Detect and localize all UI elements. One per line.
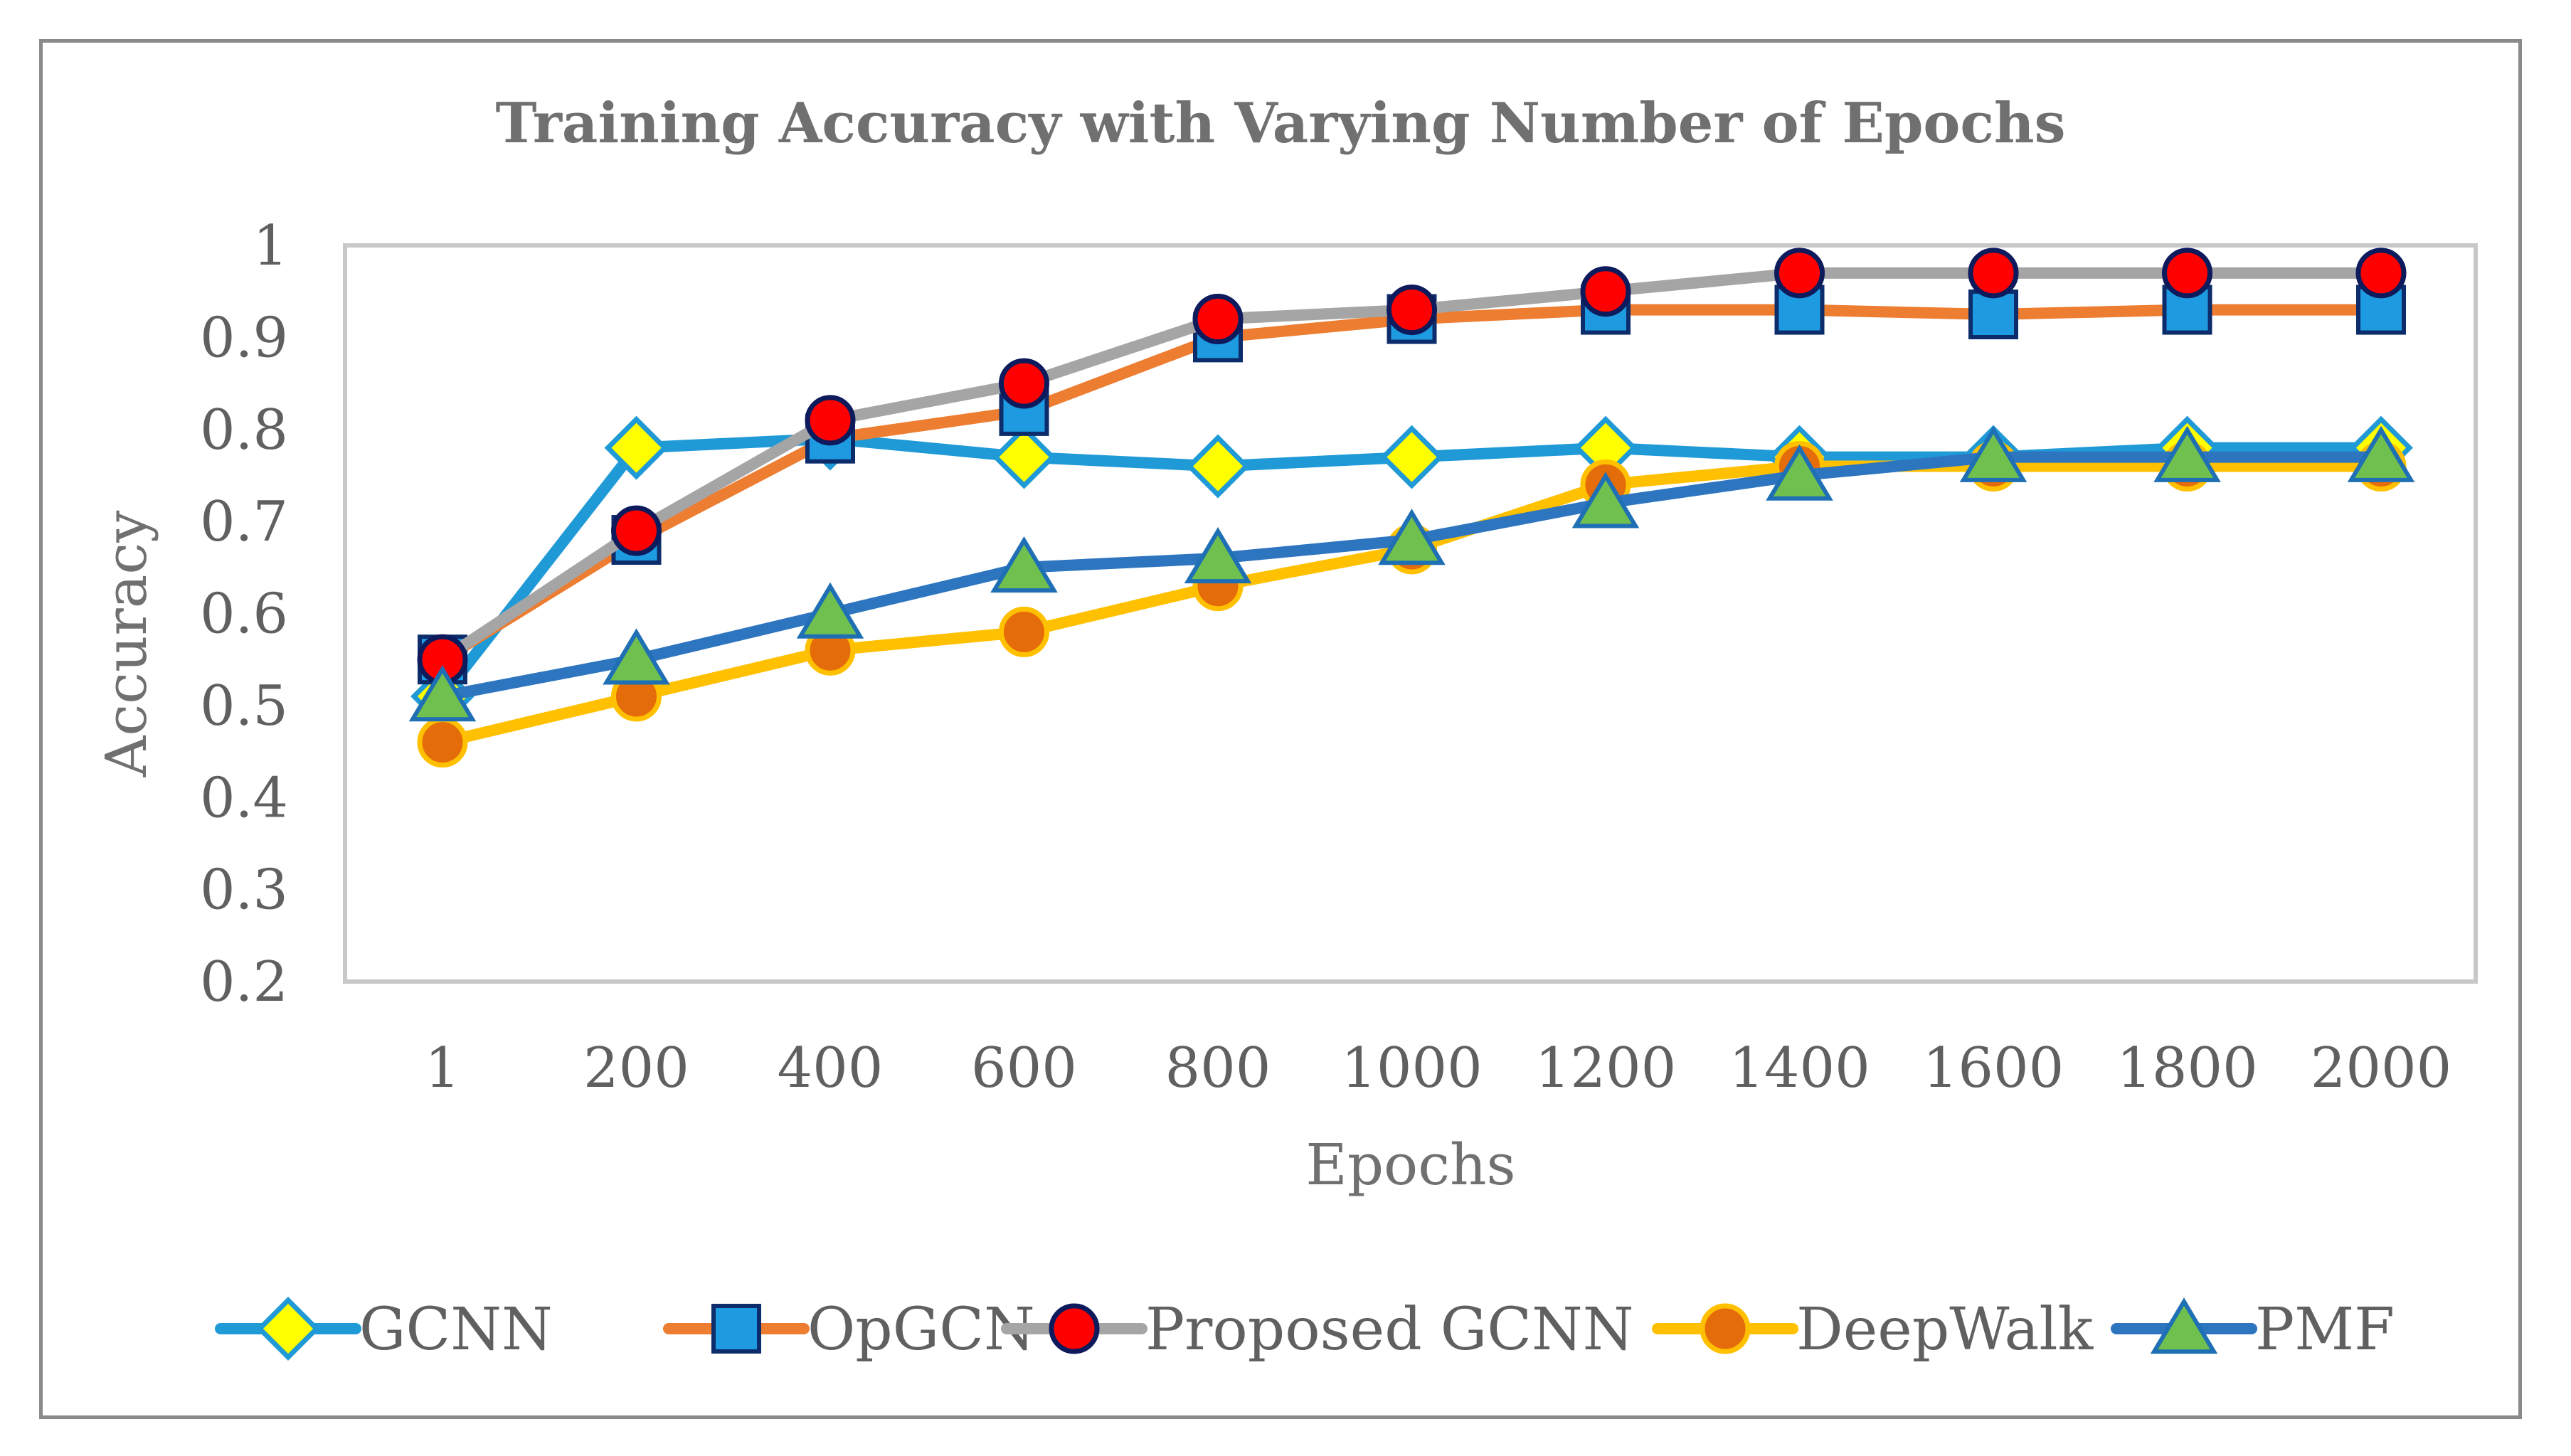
pmf-point xyxy=(1959,425,2027,482)
y-tick-label: 1 xyxy=(253,214,288,278)
y-tick-label: 0.4 xyxy=(200,766,288,830)
legend-item-gcnn: GCNN xyxy=(215,1296,553,1364)
legend-label: DeepWalk xyxy=(1796,1296,2094,1364)
deepwalk-point xyxy=(417,717,468,768)
gcnn-point xyxy=(604,415,669,480)
x-tick-label: 1600 xyxy=(1923,1036,2064,1100)
gcnn-point xyxy=(992,425,1056,489)
y-axis-label: Accuracy xyxy=(93,511,159,778)
proposed-gcnn-point xyxy=(2355,248,2407,299)
legend-marker xyxy=(1049,1303,1100,1354)
legend-item-proposed-gcnn: Proposed GCNN xyxy=(1001,1296,1634,1364)
x-tick-label: 1800 xyxy=(2116,1036,2258,1100)
pmf-point xyxy=(2153,425,2221,482)
proposed-gcnn-point xyxy=(1968,248,2019,299)
y-axis: 0.2 0.3 0.4 0.5 0.6 0.7 0.8 0.9 1 xyxy=(200,214,288,1014)
proposed-gcnn-point xyxy=(1192,294,1244,344)
legend-item-deepwalk: DeepWalk xyxy=(1652,1296,2094,1364)
deepwalk-line xyxy=(437,460,2387,748)
series-proposed-gcnn xyxy=(417,248,2407,685)
legend-marker xyxy=(2150,1297,2218,1354)
y-tick-label: 0.5 xyxy=(200,674,288,738)
x-tick-label: 200 xyxy=(583,1036,689,1100)
pmf-point xyxy=(990,536,1058,593)
legend-item-pmf: PMF xyxy=(2111,1296,2395,1364)
proposed-gcnn-point xyxy=(2162,248,2212,299)
pmf-point xyxy=(408,665,477,722)
pmf-point xyxy=(603,628,670,685)
proposed-gcnn-point xyxy=(611,505,662,556)
proposed-gcnn-point xyxy=(1387,285,1437,336)
proposed-gcnn-point xyxy=(1774,248,1825,299)
proposed-gcnn-point xyxy=(999,358,1049,409)
legend-marker xyxy=(711,1304,761,1354)
x-tick-label: 400 xyxy=(778,1036,884,1100)
opgcn-point xyxy=(1968,289,2018,340)
x-tick-label: 1200 xyxy=(1535,1036,1677,1100)
gcnn-point xyxy=(1186,434,1250,499)
gcnn-point xyxy=(1379,425,1444,489)
y-tick-label: 0.9 xyxy=(200,306,288,370)
pmf-point xyxy=(1378,509,1446,565)
y-tick-label: 0.7 xyxy=(200,490,288,554)
pmf-point xyxy=(1766,444,1833,501)
x-tick-label: 1400 xyxy=(1729,1036,1870,1100)
y-tick-label: 0.6 xyxy=(200,583,288,647)
pmf-point xyxy=(1571,472,1640,528)
deepwalk-point xyxy=(999,606,1049,657)
legend-item-opgcn: OpGCN xyxy=(663,1296,1035,1364)
x-tick-label: 600 xyxy=(971,1036,1077,1100)
proposed-gcnn-point xyxy=(1580,266,1631,317)
legend-label: Proposed GCNN xyxy=(1145,1296,1634,1364)
x-tick-label: 800 xyxy=(1165,1036,1271,1100)
legend-label: PMF xyxy=(2255,1296,2395,1364)
legend-marker xyxy=(1700,1303,1751,1354)
proposed-gcnn-point xyxy=(805,395,856,446)
legend-label: OpGCN xyxy=(807,1296,1035,1364)
chart-title: Training Accuracy with Varying Number of… xyxy=(495,91,2065,156)
x-axis: 1 200 400 600 800 1000 1200 1400 1600 1800 2000 xyxy=(425,1036,2451,1100)
series-pmf xyxy=(408,425,2415,722)
y-tick-label: 0.8 xyxy=(200,398,288,462)
legend-marker xyxy=(256,1297,320,1361)
y-tick-label: 0.3 xyxy=(200,859,288,923)
pmf-point xyxy=(2347,425,2415,482)
legend-label: GCNN xyxy=(359,1296,553,1364)
series-layer xyxy=(408,248,2415,768)
x-tick-label: 2000 xyxy=(2311,1036,2452,1100)
pmf-point xyxy=(796,582,864,639)
y-tick-label: 0.2 xyxy=(200,950,288,1014)
pmf-point xyxy=(1184,527,1252,584)
plot-area xyxy=(343,243,2478,984)
x-tick-label: 1000 xyxy=(1341,1036,1483,1100)
x-tick-label: 1 xyxy=(425,1036,460,1100)
x-axis-label: Epochs xyxy=(1305,1132,1515,1198)
legend: GCNN OpGCN Proposed GCNN DeepWalk PMF xyxy=(215,1296,2395,1364)
